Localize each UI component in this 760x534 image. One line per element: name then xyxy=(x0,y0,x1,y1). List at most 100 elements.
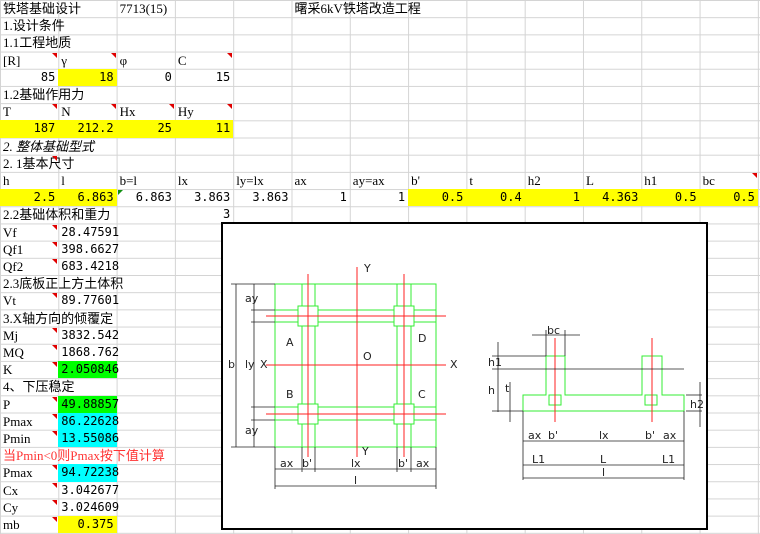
cell-label[interactable]: Vt xyxy=(3,293,16,309)
cell-label[interactable]: N xyxy=(61,104,71,120)
cell-label[interactable]: φ xyxy=(119,52,128,68)
cell-value[interactable]: 0.5 xyxy=(699,189,758,207)
cell-label[interactable]: 1.1工程地质 xyxy=(3,35,72,51)
cell-value[interactable]: 3832.542 xyxy=(61,327,120,342)
cell-label[interactable]: ax xyxy=(294,173,307,188)
cell-label[interactable]: 2.3底板正上方土体积 xyxy=(3,276,124,292)
cell-value[interactable]: 28.47591 xyxy=(61,224,120,239)
cell-label[interactable]: l xyxy=(61,173,65,188)
cell-label[interactable]: h1 xyxy=(644,173,658,188)
cell-label[interactable]: T xyxy=(3,104,11,120)
cell-label[interactable]: MQ xyxy=(3,345,24,360)
comment-indicator-icon[interactable] xyxy=(52,52,58,58)
cell-value[interactable]: 0.4 xyxy=(466,189,525,207)
cell-value[interactable]: 187 xyxy=(0,120,59,138)
cell-value[interactable]: 3.024609 xyxy=(61,499,120,514)
cell-value[interactable]: 89.77601 xyxy=(61,293,120,308)
comment-indicator-icon[interactable] xyxy=(110,104,116,110)
cell-value[interactable]: 25 xyxy=(116,120,175,138)
cell-value[interactable]: 6.863 xyxy=(135,190,172,205)
comment-indicator-icon[interactable] xyxy=(52,465,58,471)
cell-label[interactable]: t xyxy=(469,173,474,188)
comment-indicator-icon[interactable] xyxy=(52,224,58,230)
cell-label[interactable]: K xyxy=(3,362,13,378)
cell-value[interactable]: 3.863 xyxy=(252,190,289,205)
comment-indicator-icon[interactable] xyxy=(52,517,58,522)
cell-value[interactable]: 6.863 xyxy=(58,189,117,207)
comment-indicator-icon[interactable] xyxy=(110,52,116,58)
cell-label[interactable]: 7713(15) xyxy=(119,1,168,16)
cell-label[interactable]: Cy xyxy=(3,499,19,515)
cell-label[interactable]: Pmax xyxy=(3,465,33,481)
cell-value[interactable]: 2.5 xyxy=(0,189,59,207)
cell-value[interactable]: 0.5 xyxy=(641,189,700,207)
cell-label[interactable]: ly=lx xyxy=(236,173,264,188)
cell-label[interactable]: γ xyxy=(61,52,68,68)
cell-label[interactable]: ay=ax xyxy=(352,173,385,188)
formula-warning-icon[interactable] xyxy=(117,190,123,196)
comment-indicator-icon[interactable] xyxy=(168,104,174,110)
cell-value[interactable]: 85 xyxy=(40,69,56,84)
cell-value[interactable]: 86.22628 xyxy=(58,412,119,430)
cell-label[interactable]: [R] xyxy=(3,52,21,68)
cell-value[interactable]: 3.863 xyxy=(194,190,231,205)
cell-label[interactable]: 4、下压稳定 xyxy=(3,379,75,395)
comment-indicator-icon[interactable] xyxy=(52,431,58,436)
cell-label[interactable]: Qf1 xyxy=(3,241,24,257)
cell-value[interactable]: 0 xyxy=(164,69,172,84)
cell-value[interactable]: 1 xyxy=(524,189,583,207)
cell-value[interactable]: 683.4218 xyxy=(61,259,120,273)
cell-label[interactable]: h2 xyxy=(527,173,541,188)
cell-value[interactable]: 49.88857 xyxy=(58,395,119,413)
cell-label[interactable]: 铁塔基础设计 xyxy=(3,1,82,16)
cell-label[interactable]: bc xyxy=(702,173,715,188)
cell-value[interactable]: 94.72238 xyxy=(58,464,119,482)
comment-indicator-icon[interactable] xyxy=(52,362,58,368)
comment-indicator-icon[interactable] xyxy=(751,173,757,178)
comment-indicator-icon[interactable] xyxy=(52,259,58,264)
cell-label[interactable]: Mj xyxy=(3,327,19,343)
cell-label[interactable]: Hx xyxy=(119,104,136,120)
cell-value[interactable]: 15 xyxy=(215,69,231,84)
comment-indicator-icon[interactable] xyxy=(52,155,58,161)
cell-value[interactable]: 212.2 xyxy=(58,120,117,138)
cell-label[interactable]: 3.X轴方向的倾覆定 xyxy=(3,310,114,326)
cell-label[interactable]: Hy xyxy=(177,104,194,120)
cell-value[interactable]: 1 xyxy=(397,190,406,205)
cell-value[interactable]: 11 xyxy=(174,120,234,138)
cell-value[interactable]: 398.6627 xyxy=(61,241,120,256)
comment-indicator-icon[interactable] xyxy=(52,413,58,419)
cell-label[interactable]: Pmin xyxy=(3,431,31,446)
comment-indicator-icon[interactable] xyxy=(52,327,58,333)
comment-indicator-icon[interactable] xyxy=(227,104,233,110)
cell-value[interactable]: 2.050846 xyxy=(58,361,119,379)
cell-label[interactable]: b=l xyxy=(119,173,138,188)
cell-value[interactable]: 4.363 xyxy=(583,189,642,207)
cell-value[interactable]: 1 xyxy=(339,190,347,205)
cell-label[interactable]: b' xyxy=(411,173,420,188)
cell-label[interactable]: Cx xyxy=(3,482,19,498)
cell-label[interactable]: 当Pmin<0则Pmax按下值计算 xyxy=(3,448,165,464)
comment-indicator-icon[interactable] xyxy=(52,396,58,402)
cell-label[interactable]: h xyxy=(3,173,10,188)
cell-value[interactable]: 0.375 xyxy=(58,516,117,534)
comment-indicator-icon[interactable] xyxy=(52,293,58,299)
cell-label[interactable]: 2.2基础体积和重力 xyxy=(3,207,111,223)
comment-indicator-icon[interactable] xyxy=(52,499,58,505)
cell-label[interactable]: mb xyxy=(3,517,20,532)
cell-value[interactable]: 0.5 xyxy=(408,189,467,207)
cell-label[interactable]: 2. 1基本尺寸 xyxy=(3,155,75,171)
cell-label[interactable]: Pmax xyxy=(3,413,33,429)
comment-indicator-icon[interactable] xyxy=(52,482,58,488)
cell-label[interactable]: 1.2基础作用力 xyxy=(3,87,85,102)
cell-label[interactable]: 2. 整体基础型式 xyxy=(3,138,95,154)
cell-label[interactable]: lx xyxy=(177,173,189,188)
cell-value[interactable]: 13.55086 xyxy=(58,430,119,448)
cell-label[interactable]: 1.设计条件 xyxy=(3,18,65,34)
comment-indicator-icon[interactable] xyxy=(52,241,58,247)
comment-indicator-icon[interactable] xyxy=(227,52,233,58)
cell-label[interactable]: C xyxy=(177,52,187,68)
cell-value[interactable]: 3 xyxy=(222,207,231,222)
cell-label[interactable]: 曙采6kV铁塔改造工程 xyxy=(294,1,421,16)
comment-indicator-icon[interactable] xyxy=(52,104,58,110)
